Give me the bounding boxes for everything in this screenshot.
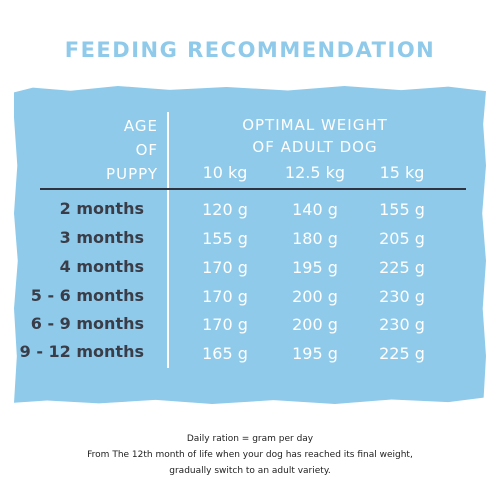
table-cell: 140 g (292, 200, 338, 219)
table-cell: 170 g (202, 258, 248, 277)
table-cell: 120 g (202, 200, 248, 219)
page-title: FEEDING RECOMMENDATION (64, 38, 436, 62)
age-header: AGE OF PUPPY (106, 114, 158, 186)
table-cell: 200 g (292, 287, 338, 306)
weight-header-line: OF ADULT DOG (252, 138, 378, 156)
age-label: 4 months (59, 257, 144, 276)
table-cell: 225 g (379, 344, 425, 363)
age-label: 9 - 12 months (19, 342, 144, 361)
age-header-line: OF (135, 141, 158, 159)
age-header-line: PUPPY (106, 165, 158, 183)
table-panel (14, 86, 486, 404)
table-cell: 200 g (292, 315, 338, 334)
footnote-line: gradually switch to an adult variety. (169, 466, 331, 476)
age-label: 3 months (59, 228, 144, 247)
table-cell: 205 g (379, 229, 425, 248)
weight-column-header: 15 kg (379, 163, 425, 182)
age-label: 6 - 9 months (30, 314, 144, 333)
table-cell: 155 g (202, 229, 248, 248)
table-cell: 180 g (292, 229, 338, 248)
table-cell: 225 g (379, 258, 425, 277)
age-header-line: AGE (123, 117, 158, 135)
table-cell: 155 g (379, 200, 425, 219)
table-cell: 165 g (202, 344, 248, 363)
table-cell: 230 g (379, 315, 425, 334)
table-cell: 170 g (202, 287, 248, 306)
age-label: 2 months (59, 199, 144, 218)
header-divider (40, 188, 466, 190)
weight-header: OPTIMAL WEIGHT OF ADULT DOG (195, 114, 435, 158)
column-divider (167, 112, 169, 368)
weight-column-header: 10 kg (202, 163, 248, 182)
footnote-line: Daily ration = gram per day (186, 434, 314, 444)
table-cell: 195 g (292, 344, 338, 363)
table-cell: 230 g (379, 287, 425, 306)
footnote-line: From The 12th month of life when your do… (87, 450, 413, 460)
table-cell: 170 g (202, 315, 248, 334)
weight-header-line: OPTIMAL WEIGHT (242, 116, 388, 134)
weight-column-header: 12.5 kg (284, 163, 346, 182)
table-cell: 195 g (292, 258, 338, 277)
age-label: 5 - 6 months (30, 286, 144, 305)
